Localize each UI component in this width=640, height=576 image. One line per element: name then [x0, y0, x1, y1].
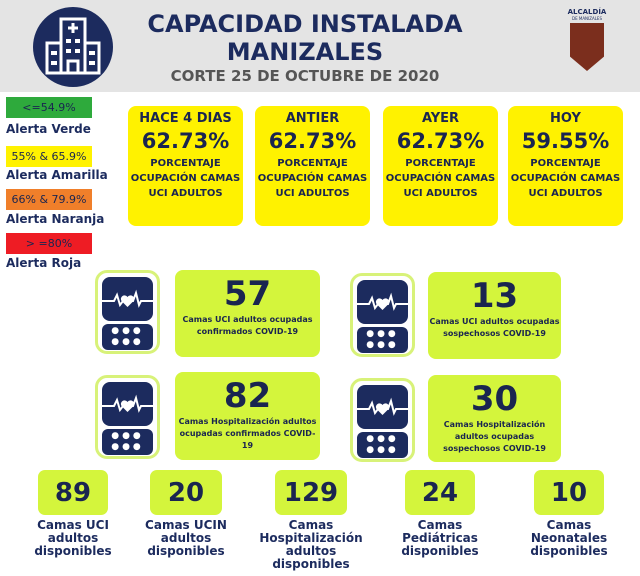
stat-desc: Camas UCI adultos ocupadas confirmados C… [182, 315, 313, 336]
stat-desc: Camas Hospitalización adultos ocupadas s… [443, 420, 546, 453]
description: PORCENTAJE OCUPACIÓN CAMAS UCI ADULTOS [130, 158, 241, 199]
shield-icon [570, 23, 604, 71]
available-label: Camas Pediátricas disponibles [401, 518, 479, 558]
available-value: 129 [275, 470, 347, 515]
legend-yellow: 55% & 65.9% [6, 146, 92, 167]
legend-red: > =80% [6, 233, 92, 254]
alcaldia-logo: ALCALDÍA DE MANIZALES [566, 8, 608, 80]
available-label: Camas Neonatales disponibles [530, 518, 608, 558]
legend-red-label: Alerta Roja [6, 256, 82, 270]
stat-card: 57 Camas UCI adultos ocupadas confirmados… [175, 270, 320, 357]
stat-card: 82 Camas Hospitalización adultos ocupadas… [175, 372, 320, 460]
stat-card: 13 Camas UCI adultos ocupadas sospechosos… [428, 272, 561, 359]
description: PORCENTAJE OCUPACIÓN CAMAS UCI ADULTOS [385, 158, 496, 199]
available-label: Camas UCI adultos disponibles [34, 518, 112, 558]
stat-card: 30 Camas Hospitalización adultos ocupadas… [428, 375, 561, 462]
stat-value: 30 [470, 379, 519, 419]
legend-green-label: Alerta Verde [6, 122, 91, 136]
occupancy-card: AYER 62.73% PORCENTAJE OCUPACIÓN CAMAS UCI… [383, 106, 498, 226]
available-value: 24 [405, 470, 475, 515]
heartbeat-screen [357, 385, 408, 429]
percent: 62.73% [396, 129, 485, 153]
available-value: 20 [150, 470, 222, 515]
occupancy-card: HOY 59.55% PORCENTAJE OCUPACIÓN CAMAS UCI … [508, 106, 623, 226]
available-value: 89 [38, 470, 108, 515]
logo-text: ALCALDÍA [567, 8, 607, 16]
legend-orange: 66% & 79.9% [6, 189, 92, 210]
stat-value: 82 [223, 376, 272, 416]
heart-monitor-icon: ●●● ●●● [95, 375, 160, 459]
logo-subtext: DE MANIZALES [571, 16, 602, 21]
available-value: 10 [534, 470, 604, 515]
legend-orange-label: Alerta Naranja [6, 212, 105, 226]
legend-yellow-label: Alerta Amarilla [6, 168, 108, 182]
period: HACE 4 DIAS [139, 111, 232, 126]
date-cutoff: CORTE 25 DE OCTUBRE DE 2020 [170, 67, 440, 85]
heartbeat-screen [102, 382, 153, 426]
period: AYER [421, 111, 460, 126]
heart-monitor-icon: ●●● ●●● [350, 378, 415, 462]
occupancy-card: HACE 4 DIAS 62.73% PORCENTAJE OCUPACIÓN CA… [128, 106, 243, 226]
heartbeat-screen [357, 280, 408, 324]
title-line-2: MANIZALES [226, 38, 384, 66]
available-label: Camas Hospitalización adultos disponible… [259, 518, 363, 571]
period: ANTIER [285, 111, 340, 126]
description: PORCENTAJE OCUPACIÓN CAMAS UCI ADULTOS [257, 158, 368, 199]
button-dots: ●●● ●●● [102, 429, 153, 455]
stat-desc: Camas Hospitalización adultos ocupadas c… [178, 417, 317, 450]
percent: 62.73% [268, 129, 357, 153]
description: PORCENTAJE OCUPACIÓN CAMAS UCI ADULTOS [510, 158, 621, 199]
legend-green: <=54.9% [6, 97, 92, 118]
available-label: Camas UCIN adultos disponibles [145, 518, 227, 558]
occupancy-card: ANTIER 62.73% PORCENTAJE OCUPACIÓN CAMAS U… [255, 106, 370, 226]
heart-monitor-icon: ●●● ●●● [95, 270, 160, 354]
stat-desc: Camas UCI adultos ocupadas sospechosos C… [429, 317, 560, 338]
stat-value: 13 [470, 276, 519, 316]
button-dots: ●●● ●●● [102, 324, 153, 350]
title-line-1: CAPACIDAD INSTALADA [147, 10, 463, 38]
percent: 59.55% [521, 129, 610, 153]
stat-value: 57 [223, 274, 272, 314]
percent: 62.73% [141, 129, 230, 153]
period: HOY [550, 111, 581, 126]
heart-monitor-icon: ●●● ●●● [350, 273, 415, 357]
heartbeat-screen [102, 277, 153, 321]
button-dots: ●●● ●●● [357, 327, 408, 353]
button-dots: ●●● ●●● [357, 432, 408, 458]
hospital-icon [33, 7, 113, 87]
